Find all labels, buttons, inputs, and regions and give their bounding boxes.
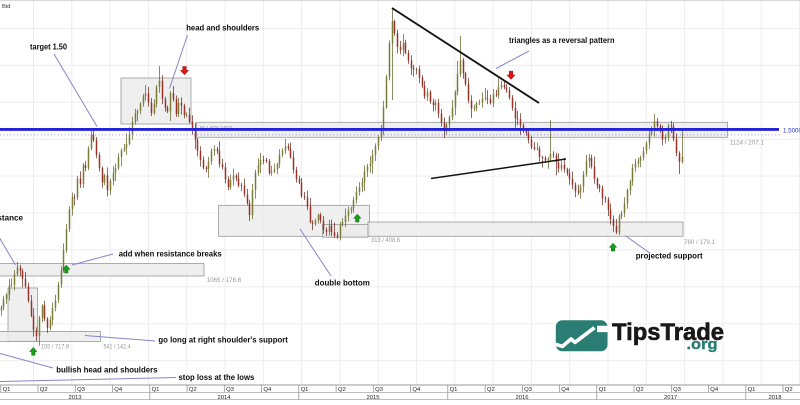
svg-text:1.5000: 1.5000 <box>783 128 800 135</box>
svg-text:bullish head and shoulders: bullish head and shoulders <box>56 364 158 374</box>
svg-text:Q4: Q4 <box>263 387 272 393</box>
svg-text:double bottom: double bottom <box>315 277 370 287</box>
svg-text:Q3: Q3 <box>375 387 384 393</box>
svg-text:1065 / 176.6: 1065 / 176.6 <box>207 277 242 284</box>
svg-text:2014: 2014 <box>217 395 231 400</box>
svg-text:go long at right shoulder's su: go long at right shoulder's support <box>158 335 288 345</box>
svg-text:313 / 408.6: 313 / 408.6 <box>371 237 401 244</box>
svg-text:Q2: Q2 <box>40 387 48 393</box>
svg-text:Q1: Q1 <box>152 387 160 393</box>
svg-text:Q2: Q2 <box>785 387 793 393</box>
svg-text:Q3: Q3 <box>524 387 533 393</box>
svg-text:Q4: Q4 <box>561 387 570 393</box>
svg-text:Q2: Q2 <box>189 387 197 393</box>
svg-text:1124 / 207.1: 1124 / 207.1 <box>730 140 765 147</box>
svg-text:Q1: Q1 <box>3 387 11 393</box>
svg-text:Q4: Q4 <box>114 387 123 393</box>
svg-text:155 / 717.9: 155 / 717.9 <box>41 344 70 351</box>
svg-text:projected support: projected support <box>636 250 703 260</box>
svg-text:TipsTrade: TipsTrade <box>612 319 724 346</box>
svg-text:Bid: Bid <box>2 4 10 10</box>
svg-text:head and shoulders: head and shoulders <box>186 23 259 33</box>
svg-text:target 1.50: target 1.50 <box>30 41 67 51</box>
svg-text:Q1: Q1 <box>301 387 309 393</box>
svg-text:Q1: Q1 <box>599 387 607 393</box>
svg-text:resistance: resistance <box>0 212 23 222</box>
svg-text:Q2: Q2 <box>487 387 495 393</box>
svg-text:2015: 2015 <box>366 395 380 400</box>
svg-text:49: 1.4262 1.4270: 49: 1.4262 1.4270 <box>200 124 233 129</box>
svg-text:541 / 142.4: 541 / 142.4 <box>104 343 131 350</box>
svg-text:stop loss at the lows: stop loss at the lows <box>179 372 255 382</box>
svg-text:2016: 2016 <box>515 395 529 400</box>
svg-text:2013: 2013 <box>68 395 82 400</box>
svg-text:Q2: Q2 <box>338 387 346 393</box>
svg-text:Q3: Q3 <box>673 387 682 393</box>
svg-text:2018: 2018 <box>768 395 782 400</box>
svg-text:Q3: Q3 <box>77 387 86 393</box>
svg-text:Q4: Q4 <box>710 387 719 393</box>
svg-text:triangles as a reversal patter: triangles as a reversal pattern <box>509 35 615 45</box>
svg-text:2017: 2017 <box>664 395 677 400</box>
svg-text:760 / 179.1: 760 / 179.1 <box>684 239 716 246</box>
svg-text:.org: .org <box>687 336 718 353</box>
svg-text:Q1: Q1 <box>450 387 458 393</box>
svg-text:Q3: Q3 <box>226 387 235 393</box>
svg-text:add when resistance breaks: add when resistance breaks <box>119 248 222 258</box>
svg-text:Q2: Q2 <box>636 387 644 393</box>
svg-text:Q4: Q4 <box>412 387 421 393</box>
svg-text:Q1: Q1 <box>748 387 756 393</box>
